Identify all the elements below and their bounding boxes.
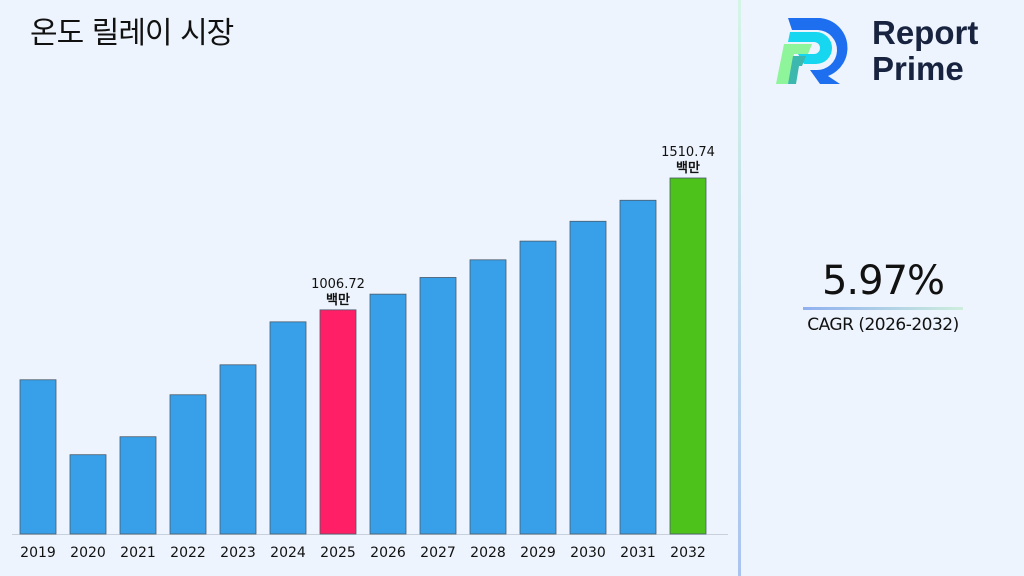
bar-2030 xyxy=(569,220,607,535)
bar-2026 xyxy=(369,293,407,535)
x-tick-label: 2025 xyxy=(320,545,356,561)
x-tick-label: 2028 xyxy=(470,545,506,561)
bar-2022 xyxy=(169,394,207,535)
bar-2028 xyxy=(469,259,507,535)
logo-text-prime: Prime xyxy=(872,50,964,87)
chart-title: 온도 릴레이 시장 xyxy=(30,16,234,51)
x-tick-label: 2023 xyxy=(220,545,256,561)
bar-2021 xyxy=(119,436,157,535)
data-label-value: 1510.74 xyxy=(661,145,715,160)
cagr-value: 5.97% xyxy=(821,258,945,304)
bar-2023 xyxy=(219,364,257,535)
x-tick-label: 2029 xyxy=(520,545,556,561)
x-tick-label: 2020 xyxy=(70,545,106,561)
x-tick-label: 2024 xyxy=(270,545,306,561)
data-label-unit: 백만 xyxy=(676,160,700,176)
bar-2019 xyxy=(19,379,57,535)
data-label-unit: 백만 xyxy=(326,292,350,308)
x-tick-label: 2026 xyxy=(370,545,406,561)
bar-2029 xyxy=(519,240,557,535)
cagr-label: CAGR (2026-2032) xyxy=(807,315,959,335)
x-tick-label: 2022 xyxy=(170,545,206,561)
x-tick-label: 2019 xyxy=(20,545,56,561)
bar-2032 xyxy=(669,177,707,535)
x-tick-label: 2030 xyxy=(570,545,606,561)
x-tick-label: 2031 xyxy=(620,545,656,561)
x-tick-label: 2021 xyxy=(120,545,156,561)
divider xyxy=(738,0,741,576)
data-label-value: 1006.72 xyxy=(311,277,365,292)
bar-2024 xyxy=(269,321,307,535)
x-tick-label: 2032 xyxy=(670,545,706,561)
logo-mark-icon xyxy=(776,18,848,84)
bar-2027 xyxy=(419,277,457,535)
x-tick-label: 2027 xyxy=(420,545,456,561)
cagr-underline xyxy=(803,307,963,310)
bar-2025 xyxy=(319,309,357,535)
logo-text-report: Report xyxy=(872,14,979,51)
report-prime-logo: Report Prime xyxy=(768,14,1008,88)
bar-chart: 2019 2020 2021 2022 2023 2024 20251006.72백만202… xyxy=(12,145,728,561)
bar-2031 xyxy=(619,199,657,535)
bar-2020 xyxy=(69,454,107,535)
